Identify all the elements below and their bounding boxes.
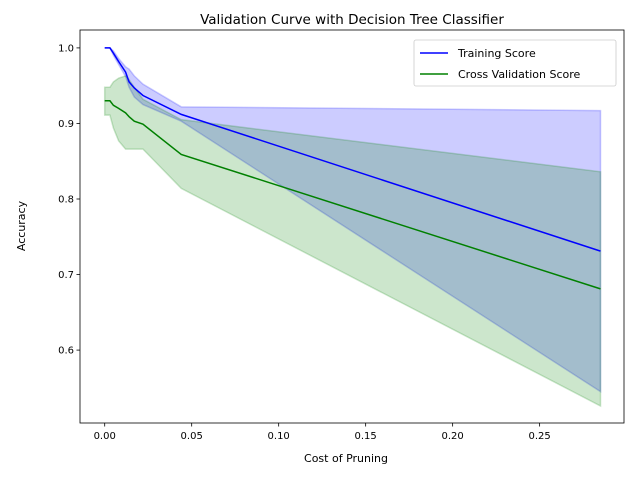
legend-label-training: Training Score bbox=[457, 47, 536, 60]
x-axis-label: Cost of Pruning bbox=[304, 452, 388, 465]
legend-label-cross-validation: Cross Validation Score bbox=[458, 68, 581, 81]
plot-frame bbox=[79, 29, 625, 424]
x-tick-label: 0.10 bbox=[268, 431, 290, 442]
x-tick-label: 0.25 bbox=[528, 431, 550, 442]
y-tick-label: 0.6 bbox=[58, 346, 74, 357]
y-tick-label: 0.8 bbox=[58, 195, 74, 206]
legend: Training Score Cross Validation Score bbox=[413, 39, 617, 87]
chart-title: Validation Curve with Decision Tree Clas… bbox=[200, 12, 504, 28]
legend-box bbox=[413, 39, 617, 87]
x-axis-ticks: 0.00 0.05 0.10 0.15 0.20 0.25 bbox=[94, 423, 551, 442]
y-tick-label: 0.9 bbox=[58, 119, 74, 130]
confidence-bands bbox=[103, 47, 602, 408]
x-tick-label: 0.00 bbox=[94, 431, 116, 442]
confidence-band-cross-validation bbox=[103, 74, 602, 408]
y-tick-label: 0.7 bbox=[58, 270, 74, 281]
x-tick-label: 0.05 bbox=[181, 431, 203, 442]
series-line-cross-validation bbox=[104, 100, 601, 290]
series-lines bbox=[104, 47, 601, 290]
y-axis-label: Accuracy bbox=[15, 200, 28, 251]
series-line-training bbox=[104, 47, 601, 252]
x-tick-label: 0.20 bbox=[442, 431, 464, 442]
y-tick-label: 1.0 bbox=[58, 43, 74, 54]
y-axis-ticks: 0.6 0.7 0.8 0.9 1.0 bbox=[58, 43, 80, 357]
x-tick-label: 0.15 bbox=[355, 431, 377, 442]
